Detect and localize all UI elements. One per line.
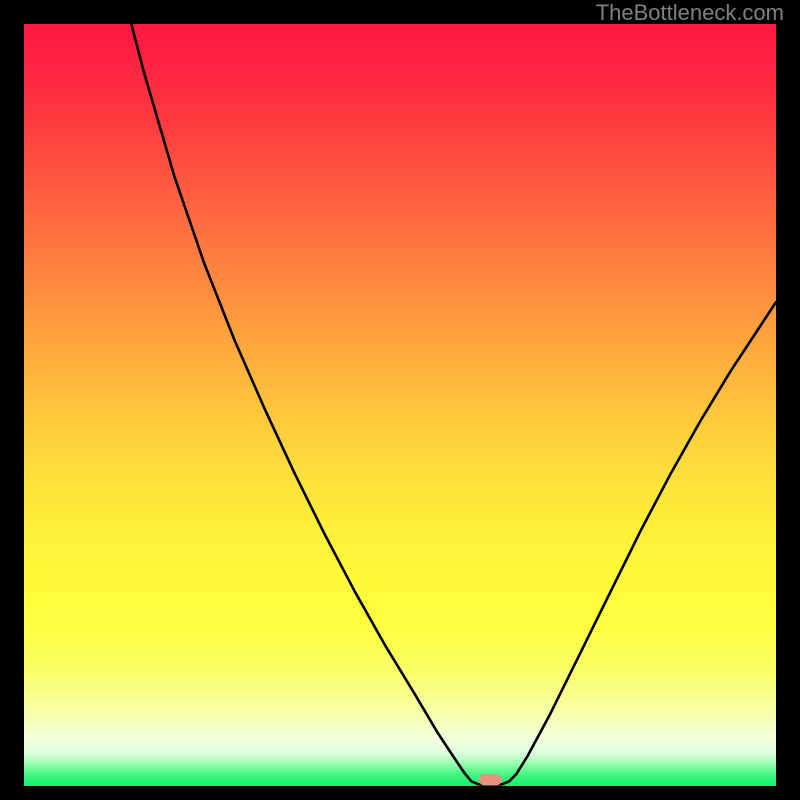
bottleneck-curve xyxy=(24,24,776,786)
attribution-label: TheBottleneck.com xyxy=(596,0,784,26)
minimum-marker xyxy=(479,774,502,785)
figure-root: TheBottleneck.com xyxy=(0,0,800,800)
plot-area xyxy=(24,24,776,786)
curve-path xyxy=(129,24,776,784)
